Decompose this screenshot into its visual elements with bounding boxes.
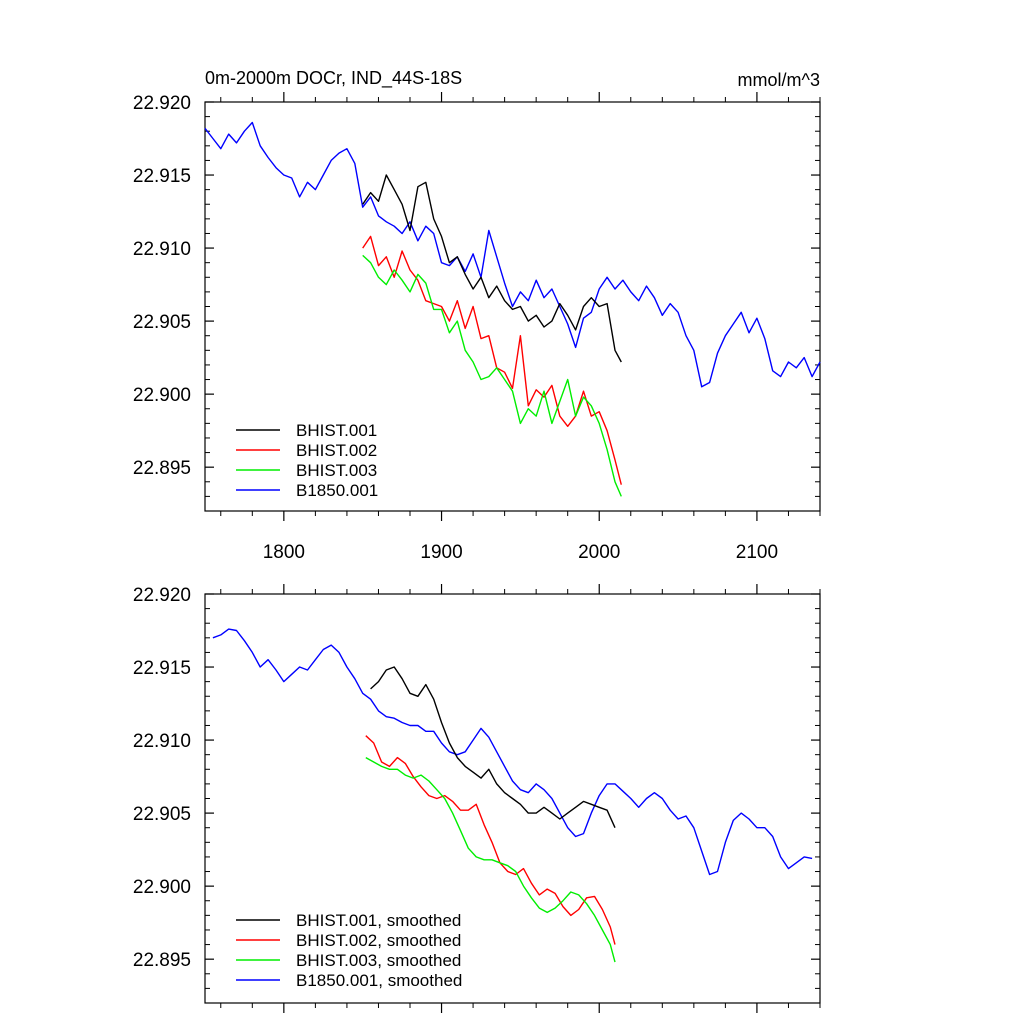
top-axis-ticks [205, 92, 821, 521]
bottom-axis-ticks [205, 584, 821, 1013]
y-tick-label: 22.920 [133, 585, 191, 606]
series-line-bhist-001 [362, 174, 622, 363]
units-label: mmol/m^3 [738, 70, 820, 90]
y-tick-label: 22.895 [133, 458, 191, 479]
series-line-b1850-001 [204, 121, 821, 388]
y-tick-label: 22.910 [133, 731, 191, 752]
series-line-bhist-002 [365, 735, 616, 945]
bottom-series-lines [212, 628, 813, 963]
series-line-bhist-003 [362, 254, 622, 497]
legend-label: BHIST.001 [296, 421, 377, 440]
series-line-b1850-001 [212, 628, 813, 876]
y-tick-label: 22.915 [133, 166, 191, 187]
x-tick-label: 1800 [263, 542, 305, 563]
bottom-y-tick-labels: 22.895 22.900 22.905 22.910 22.915 22.920 [133, 585, 191, 971]
y-tick-label: 22.895 [133, 950, 191, 971]
legend-label: BHIST.002 [296, 441, 377, 460]
y-tick-label: 22.910 [133, 239, 191, 260]
y-tick-label: 22.900 [133, 385, 191, 406]
legend-label: B1850.001, smoothed [296, 971, 462, 990]
top-x-tick-labels: 1800 1900 2000 2100 [263, 542, 778, 563]
y-tick-label: 22.905 [133, 312, 191, 333]
y-tick-label: 22.900 [133, 877, 191, 898]
x-tick-label: 2100 [736, 542, 778, 563]
series-line-bhist-003 [365, 756, 616, 963]
legend-label: BHIST.003 [296, 461, 377, 480]
legend-label: BHIST.003, smoothed [296, 951, 461, 970]
bottom-panel: 22.895 22.900 22.905 22.910 22.915 22.920 BHI… [133, 584, 821, 1013]
plot-title: 0m-2000m DOCr, IND_44S-18S [205, 68, 462, 89]
legend-label: BHIST.001, smoothed [296, 911, 461, 930]
series-line-bhist-001 [370, 666, 616, 828]
y-tick-label: 22.905 [133, 804, 191, 825]
y-tick-label: 22.920 [133, 93, 191, 114]
legend-label: BHIST.002, smoothed [296, 931, 461, 950]
legend-label: B1850.001 [296, 481, 378, 500]
x-tick-label: 2000 [578, 542, 620, 563]
top-panel: 0m-2000m DOCr, IND_44S-18S mmol/m^3 22.8… [133, 68, 821, 563]
series-line-bhist-002 [362, 235, 622, 485]
top-series-lines [204, 121, 821, 497]
x-tick-label: 1900 [420, 542, 462, 563]
y-tick-label: 22.915 [133, 658, 191, 679]
top-y-tick-labels: 22.895 22.900 22.905 22.910 22.915 22.920 [133, 93, 191, 479]
